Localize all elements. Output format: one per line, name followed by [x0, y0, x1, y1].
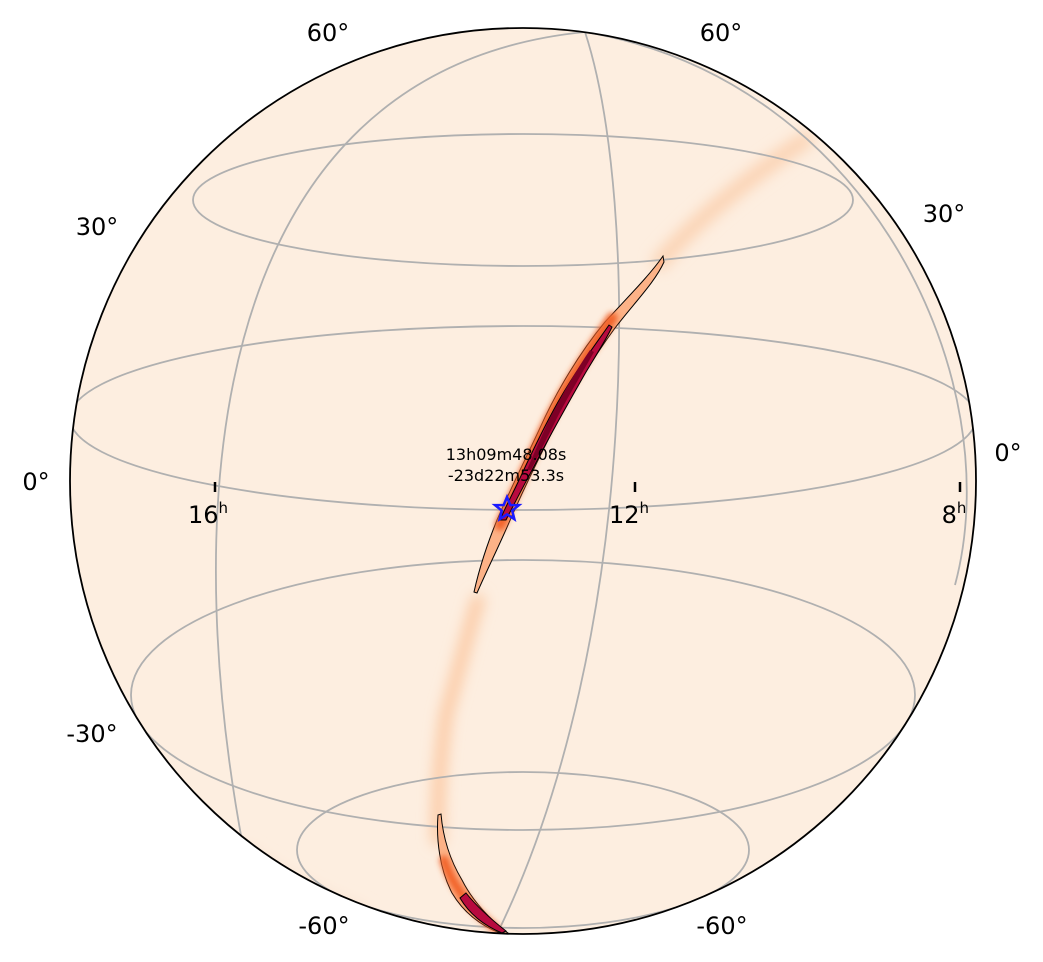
dec-line-60 [192, 133, 854, 267]
ra-label-16h: 16h [188, 499, 228, 529]
dec-label-30-left: 30° [76, 213, 119, 241]
dec-label-minus-60-right: -60° [696, 912, 747, 940]
ra-line-8h [584, 31, 968, 586]
credible-region-50-lower [459, 892, 507, 934]
dec-label-60-right-top: 60° [700, 19, 743, 47]
dec-label-60-left-top: 60° [307, 19, 350, 47]
dec-label-minus-30-left: -30° [66, 720, 117, 748]
dec-label-0-left: 0° [22, 468, 49, 496]
credible-region-50 [499, 324, 613, 521]
credible-region-50-core [527, 350, 594, 470]
dec-line-minus-60 [296, 771, 750, 929]
marker-dec-label: -23d22m53.3s [448, 466, 564, 485]
dec-label-0-right: 0° [994, 439, 1021, 467]
ra-line-12h [497, 31, 621, 933]
ra-label-12h: 12h [609, 499, 649, 529]
dec-label-30-right: 30° [923, 200, 966, 228]
dec-line-30 [70, 325, 976, 511]
globe-outline [69, 27, 977, 935]
dec-line-minus-30 [130, 559, 916, 831]
star-icon[interactable] [491, 493, 523, 522]
dec-label-minus-60-left: -60° [298, 912, 349, 940]
marker-ra-label: 13h09m48.08s [446, 445, 567, 464]
ra-label-8h: 8h [942, 499, 967, 529]
graticule [70, 31, 976, 933]
ra-line-16h [215, 31, 586, 906]
